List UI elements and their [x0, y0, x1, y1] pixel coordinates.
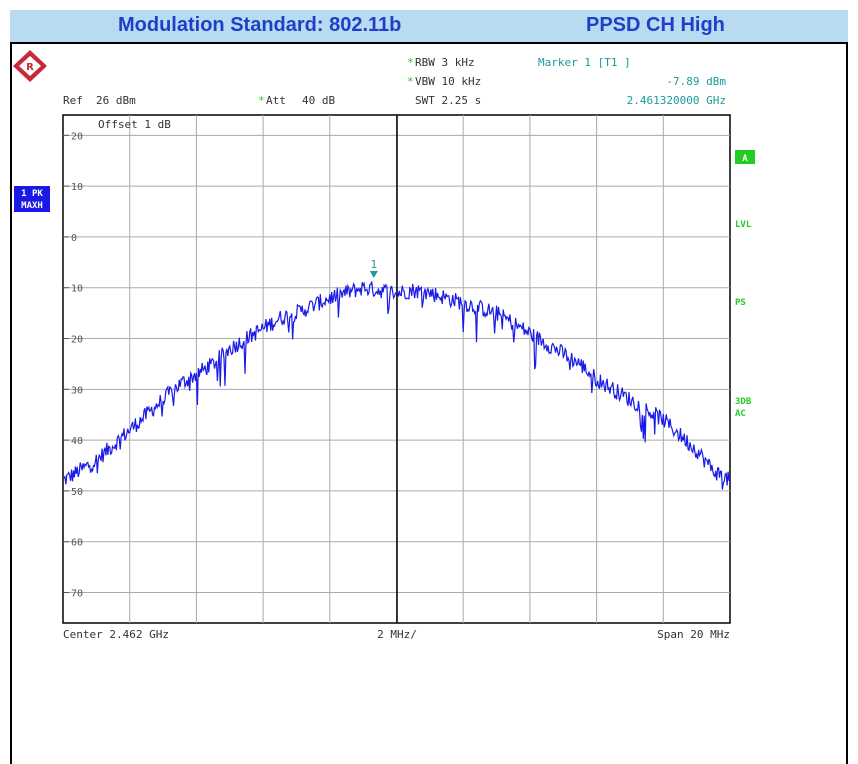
trace-group	[62, 281, 731, 490]
y-tick-label: 50	[71, 487, 83, 498]
rbw-star-icon: *	[407, 56, 414, 69]
ref-label: Ref	[63, 94, 83, 107]
ref-level: 26 dBm	[96, 94, 136, 107]
svg-text:R: R	[26, 62, 34, 73]
side-ac-label: AC	[735, 409, 746, 419]
y-tick-label: 20	[71, 335, 83, 346]
att-label: Att	[266, 94, 286, 107]
trace-badge-line1: 1 PK	[21, 189, 43, 199]
trace-badge	[14, 186, 50, 212]
y-tick-label: 40	[71, 436, 83, 447]
att-star-icon: *	[258, 94, 265, 107]
side-lvl-label: LVL	[735, 220, 752, 230]
marker-title: Marker 1 [T1 ]	[538, 56, 631, 69]
instrument-frame	[10, 43, 848, 764]
offset-label: Offset 1 dB	[98, 118, 171, 131]
modulation-standard-title: Modulation Standard: 802.11b	[118, 14, 402, 36]
rohde-schwarz-logo-icon: R	[13, 50, 47, 82]
y-tick-label: 10	[71, 284, 83, 295]
marker-frequency: 2.461320000 GHz	[627, 94, 726, 107]
span-frequency: Span 20 MHz	[657, 628, 730, 641]
side-a-label: A	[742, 154, 748, 164]
marker-group: 1	[369, 258, 378, 279]
y-tick-label: 10	[71, 182, 83, 193]
measurement-title: PPSD CH High	[586, 14, 725, 36]
rbw-setting: RBW 3 kHz	[415, 56, 475, 69]
y-tick-label: 20	[71, 131, 83, 142]
header-bar: Modulation Standard: 802.11b PPSD CH Hig…	[10, 10, 848, 44]
side-3db-label: 3DB	[735, 397, 752, 407]
side-a-badge	[735, 150, 755, 164]
center-frequency: Center 2.462 GHz	[63, 628, 169, 641]
side-ps-label: PS	[735, 298, 746, 308]
marker-1-label: 1	[371, 258, 378, 271]
y-tick-label: 0	[71, 233, 77, 244]
sweep-time: SWT 2.25 s	[415, 94, 481, 107]
att-value: 40 dB	[302, 94, 335, 107]
spectrum-trace	[62, 281, 731, 490]
marker-level: -7.89 dBm	[666, 75, 726, 88]
y-tick-label: 70	[71, 589, 83, 600]
y-tick-labels: 20 10 0 10 20 30 40 50 60 70	[63, 131, 83, 600]
y-tick-label: 60	[71, 538, 83, 549]
trace-badge-line2: MAXH	[21, 201, 43, 211]
y-tick-label: 30	[71, 385, 83, 396]
vbw-setting: VBW 10 kHz	[415, 75, 481, 88]
span-per-division: 2 MHz/	[377, 628, 417, 641]
vbw-star-icon: *	[407, 75, 414, 88]
marker-1-triangle	[369, 271, 378, 279]
